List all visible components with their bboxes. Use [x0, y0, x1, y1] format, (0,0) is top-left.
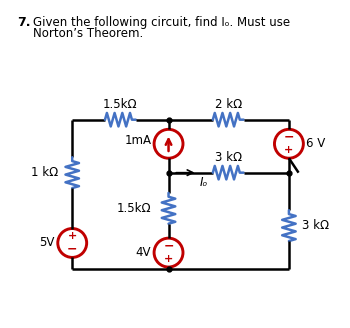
Text: 7.: 7.	[18, 16, 31, 29]
Text: 5V: 5V	[40, 236, 55, 250]
Text: +: +	[164, 254, 173, 264]
Text: +: +	[68, 232, 77, 241]
Text: 2 kΩ: 2 kΩ	[215, 98, 242, 111]
Text: Iₒ: Iₒ	[199, 175, 208, 189]
Text: +: +	[284, 145, 294, 155]
Text: 1.5kΩ: 1.5kΩ	[117, 202, 151, 215]
Text: 1mA: 1mA	[124, 134, 151, 147]
Text: Given the following circuit, find Iₒ. Must use: Given the following circuit, find Iₒ. Mu…	[33, 16, 290, 29]
Text: 3 kΩ: 3 kΩ	[302, 219, 329, 232]
Text: 3 kΩ: 3 kΩ	[215, 151, 242, 164]
Text: −: −	[284, 131, 294, 144]
Text: 1 kΩ: 1 kΩ	[32, 166, 59, 179]
Text: −: −	[163, 239, 174, 253]
Text: 4V: 4V	[136, 246, 151, 259]
Text: Norton’s Theorem.: Norton’s Theorem.	[33, 27, 143, 40]
Text: 6 V: 6 V	[306, 137, 326, 150]
Text: 1.5kΩ: 1.5kΩ	[103, 98, 138, 111]
Text: −: −	[67, 243, 77, 256]
